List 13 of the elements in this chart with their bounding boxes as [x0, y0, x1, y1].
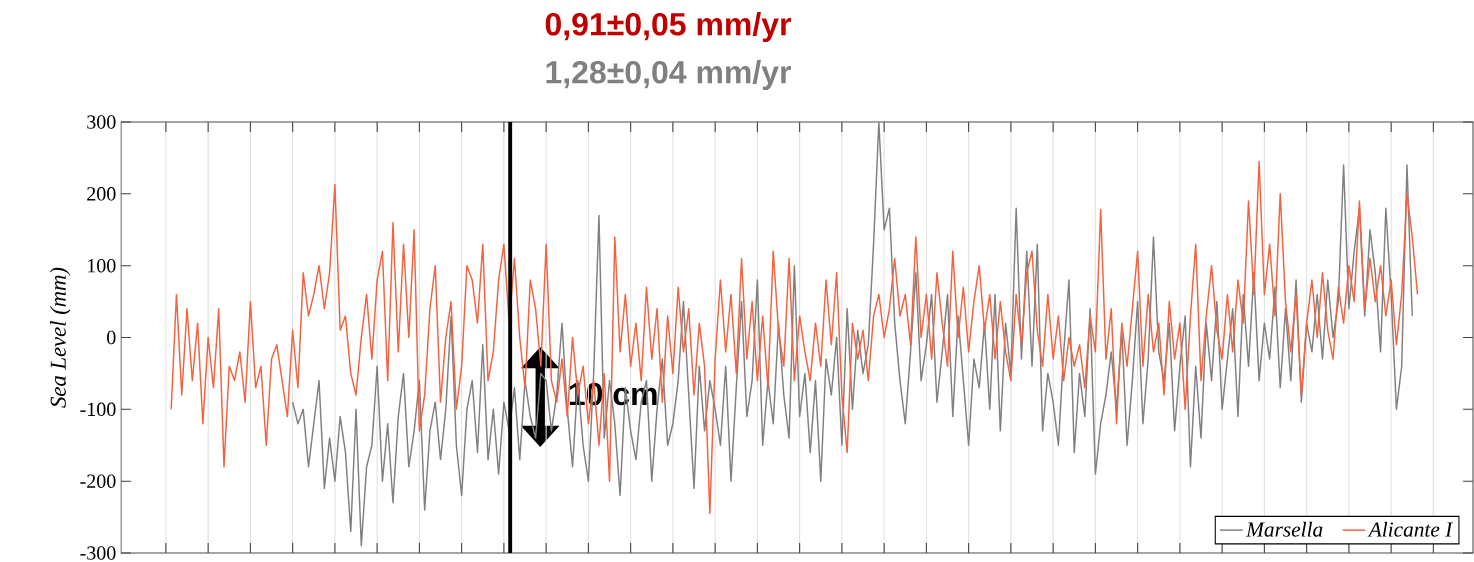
- y-tick-label: -200: [80, 474, 116, 488]
- y-tick-label: 0: [107, 330, 116, 345]
- legend-label: Alicante I: [1367, 521, 1454, 537]
- y-tick-label: 100: [88, 258, 116, 273]
- y-tick-label: -100: [80, 402, 116, 417]
- y-axis-title: Sea Level (mm): [49, 267, 71, 408]
- y-tick-label: 300: [87, 115, 116, 129]
- text: 0,91±0,05 mm/yr: [545, 12, 791, 42]
- line-series: [170, 160, 1419, 515]
- text: 1,28±0,04 mm/yr: [546, 60, 791, 90]
- legend-label: Marsella: [1245, 521, 1323, 537]
- y-tick-label: -300: [80, 546, 116, 560]
- y-tick-label: 200: [87, 187, 116, 201]
